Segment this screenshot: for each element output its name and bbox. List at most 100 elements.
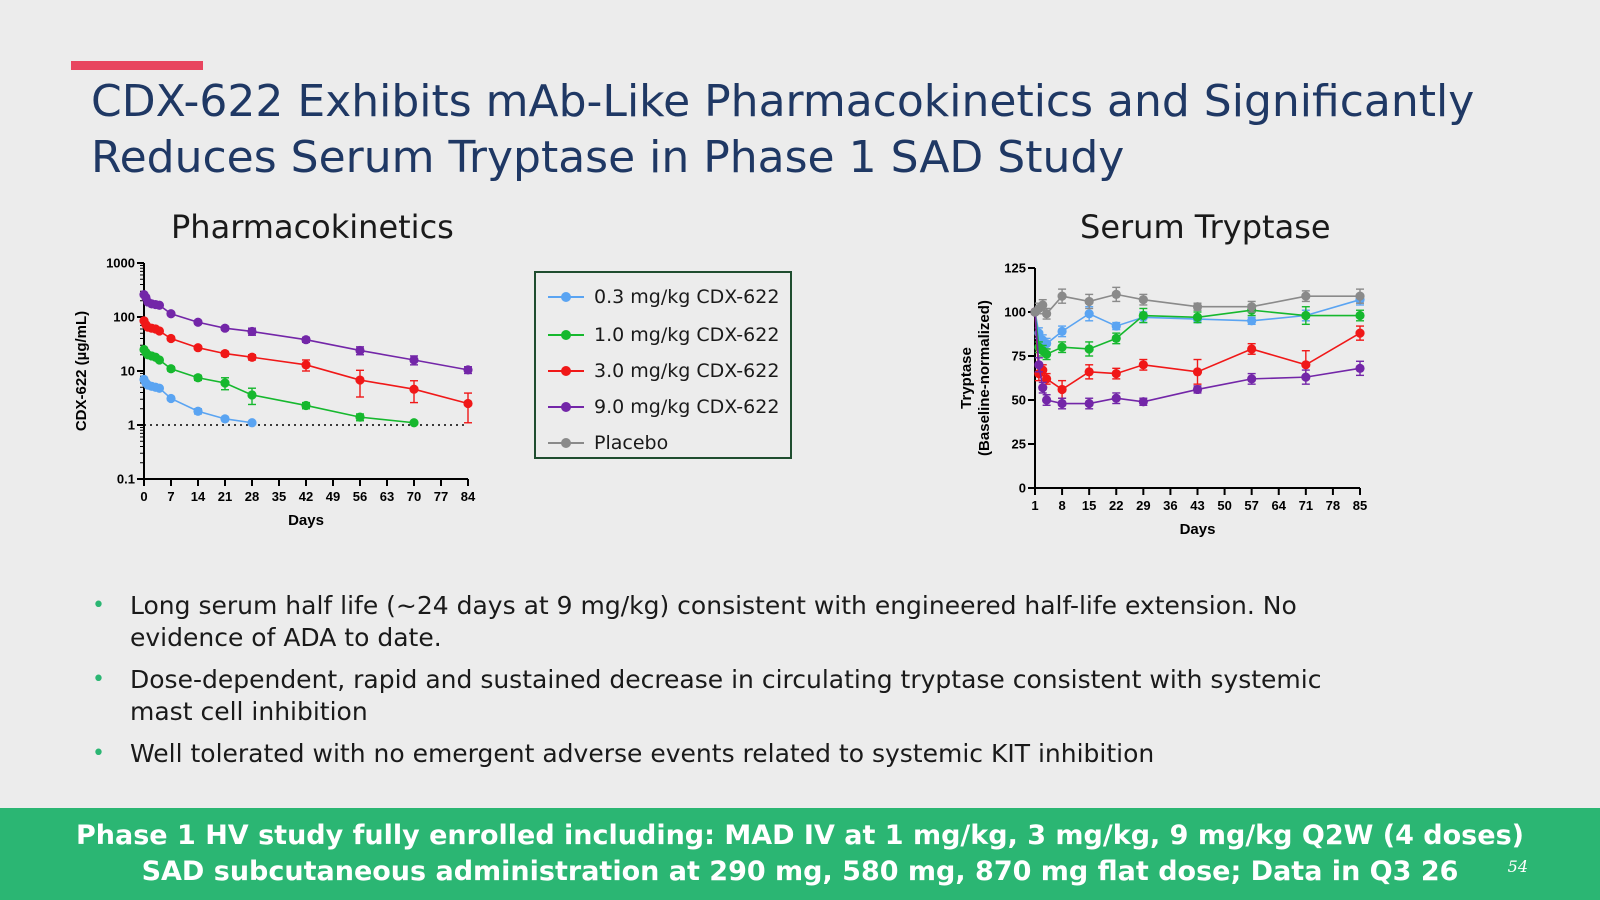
data-point	[1084, 344, 1094, 354]
x-tick-label: 0	[140, 489, 147, 504]
data-point	[220, 378, 230, 388]
y-tick-label: 50	[1012, 393, 1026, 408]
legend-item-3-0mgkg: 3.0 mg/kg CDX-622	[548, 359, 779, 383]
footer-banner: Phase 1 HV study fully enrolled includin…	[0, 808, 1600, 900]
data-point	[1355, 363, 1365, 373]
tryptase-chart-title: Serum Tryptase	[1080, 208, 1331, 246]
data-point	[166, 333, 176, 344]
data-point	[1042, 395, 1052, 405]
data-point	[1247, 302, 1257, 312]
data-point	[1301, 360, 1311, 370]
data-point	[301, 400, 311, 411]
y-axis-title-line-2: (Baseline-normalized)	[976, 300, 993, 456]
bullet-item: • Dose-dependent, rapid and sustained dec…	[92, 664, 1332, 728]
x-tick-label: 22	[1109, 498, 1123, 513]
data-point	[301, 360, 311, 370]
y-axis-title-line-1: Tryptase	[958, 347, 975, 409]
x-tick-label: 14	[191, 489, 206, 504]
data-point	[1247, 374, 1257, 384]
series-3-0-mg-kg-cdx-622	[139, 316, 473, 424]
legend-swatch-placebo	[548, 437, 584, 449]
x-tick-label: 21	[218, 489, 232, 504]
data-point	[1138, 310, 1148, 321]
data-point	[247, 352, 257, 362]
data-point	[1355, 310, 1365, 321]
bullet-list: • Long serum half life (~24 days at 9 mg/…	[92, 590, 1332, 780]
data-point	[355, 375, 365, 385]
x-tick-label: 8	[1058, 498, 1065, 513]
data-point	[409, 384, 419, 394]
legend-label: 1.0 mg/kg CDX-622	[594, 324, 780, 346]
data-point	[166, 393, 176, 404]
data-point	[1057, 291, 1067, 301]
bullet-text: Long serum half life (~24 days at 9 mg/k…	[130, 591, 1297, 652]
x-tick-label: 64	[1272, 498, 1287, 513]
data-point	[1192, 302, 1203, 312]
data-point	[247, 390, 257, 400]
data-point	[1111, 289, 1121, 299]
y-tick-label: 75	[1012, 349, 1026, 364]
x-tick-label: 35	[272, 489, 286, 504]
title-accent-bar	[71, 61, 203, 70]
chart-1-group: 0 25 50 75 100 125 1 8 15 22 29 36 43 50 57 64 71 78 85 Day…	[958, 261, 1367, 539]
data-point	[193, 343, 203, 353]
data-point	[1034, 360, 1044, 370]
page-number: 54	[1507, 857, 1528, 876]
data-point	[1111, 321, 1121, 331]
data-point	[154, 355, 165, 365]
x-tick-label: 42	[299, 489, 313, 504]
x-tick-label: 84	[461, 489, 476, 504]
bullet-text: Dose-dependent, rapid and sustained decr…	[130, 665, 1322, 726]
data-point	[1057, 326, 1067, 336]
data-point	[409, 418, 419, 428]
data-point	[154, 300, 165, 310]
x-tick-label: 15	[1082, 498, 1096, 513]
data-point	[154, 326, 165, 336]
bullet-icon: •	[92, 593, 105, 618]
data-point	[1111, 393, 1121, 403]
data-point	[1057, 384, 1067, 395]
data-point	[220, 323, 230, 333]
bullet-icon: •	[92, 667, 105, 692]
x-tick-label: 28	[245, 489, 259, 504]
x-tick-label: 7	[167, 489, 174, 504]
data-point	[1084, 296, 1094, 307]
data-point	[1111, 333, 1121, 343]
series-line	[143, 294, 469, 371]
data-point	[166, 364, 176, 374]
data-point	[1247, 316, 1257, 326]
slide-title: CDX-622 Exhibits mAb-Like Pharmacokineti…	[91, 74, 1531, 186]
data-point	[193, 406, 203, 416]
y-tick-label: 0.1	[117, 472, 135, 487]
x-tick-label: 57	[1244, 498, 1258, 513]
chart-legend: 0.3 mg/kg CDX-622 1.0 mg/kg CDX-622 3.0 …	[534, 271, 792, 459]
y-tick-label: 1000	[106, 256, 135, 271]
data-point	[1138, 360, 1148, 370]
legend-item-9-0mgkg: 9.0 mg/kg CDX-622	[548, 395, 779, 419]
legend-label: 3.0 mg/kg CDX-622	[594, 360, 780, 382]
data-point	[1192, 367, 1203, 377]
x-tick-label: 71	[1299, 498, 1313, 513]
data-point	[1355, 328, 1365, 338]
slide-title-line-2: Reduces Serum Tryptase in Phase 1 SAD St…	[91, 132, 1125, 183]
legend-item-placebo: Placebo	[548, 431, 668, 455]
x-tick-label: 56	[353, 489, 367, 504]
legend-label: 9.0 mg/kg CDX-622	[594, 396, 780, 418]
footer-line-2: SAD subcutaneous administration at 290 m…	[141, 856, 1459, 887]
y-tick-label: 100	[113, 310, 135, 325]
data-point	[247, 418, 257, 428]
data-point	[1192, 384, 1203, 395]
x-tick-label: 36	[1163, 498, 1177, 513]
bullet-item: • Well tolerated with no emergent adverse…	[92, 738, 1332, 770]
bullet-icon: •	[92, 741, 105, 766]
data-point	[1355, 291, 1365, 301]
data-point	[1301, 372, 1311, 382]
y-tick-label: 100	[1004, 305, 1026, 320]
y-axis-title: CDX-622 (µg/mL)	[73, 311, 90, 431]
x-tick-label: 29	[1136, 498, 1150, 513]
data-point	[193, 317, 203, 327]
bullet-text: Well tolerated with no emergent adverse …	[130, 739, 1155, 768]
slide-title-line-1: CDX-622 Exhibits mAb-Like Pharmacokineti…	[91, 76, 1475, 127]
x-tick-label: 77	[434, 489, 448, 504]
